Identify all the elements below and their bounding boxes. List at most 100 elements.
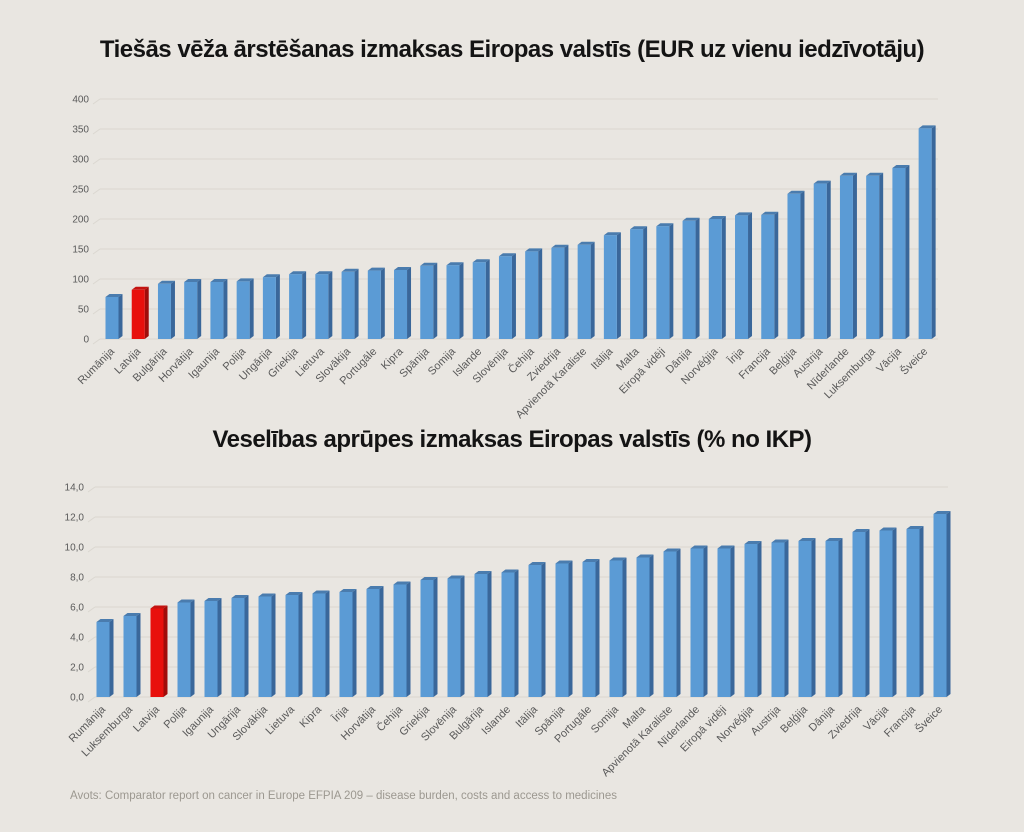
bar-Beļģija xyxy=(787,193,801,339)
bar-Šveice xyxy=(918,128,932,339)
bar-top-face xyxy=(551,244,569,248)
bar-top-face xyxy=(656,223,674,227)
bar-highlight-Latvija xyxy=(131,289,145,339)
cancer-cost-chart-title: Tiešās vēža ārstēšanas izmaksas Eiropas … xyxy=(99,36,925,63)
bar-top-face xyxy=(866,172,884,176)
bar-side-face xyxy=(170,280,175,339)
bar-side-face xyxy=(433,577,438,697)
bar-top-face xyxy=(630,226,648,230)
bar-Rumānija xyxy=(96,622,110,697)
bar-side-face xyxy=(328,271,333,339)
bar-side-face xyxy=(244,595,249,697)
bar-Horvātija xyxy=(184,282,198,339)
bar-side-face xyxy=(757,541,762,697)
bar-Malta xyxy=(630,229,644,339)
gridline-wall-edge xyxy=(92,248,101,255)
bar-top-face xyxy=(105,294,123,297)
y-tick-label: 250 xyxy=(72,185,89,196)
bar-side-face xyxy=(109,619,114,697)
bar-top-face xyxy=(312,590,330,594)
gridline-wall-edge xyxy=(92,98,101,105)
bar-Portugāle xyxy=(367,270,381,339)
bar-side-face xyxy=(298,592,303,697)
bar-top-face xyxy=(474,571,492,574)
x-category-label: Īrija xyxy=(726,345,748,367)
y-tick-label: 10,0 xyxy=(65,543,85,554)
health-expenditure-bar-chart: 0,02,04,06,08,010,012,014,0RumānijaLukse… xyxy=(65,483,951,779)
bar-top-face xyxy=(285,592,303,595)
bar-Šveice xyxy=(933,514,947,697)
x-category-label: Beļģija xyxy=(778,702,811,735)
bar-side-face xyxy=(302,271,307,339)
bar-Spānija xyxy=(420,265,434,339)
bar-Luksemburga xyxy=(866,175,880,339)
bar-side-face xyxy=(275,274,280,339)
bar-top-face xyxy=(879,527,897,531)
gridline-wall-edge xyxy=(92,158,101,165)
bar-Bulgārija xyxy=(157,283,171,339)
bar-Islande xyxy=(472,262,486,339)
bar-side-face xyxy=(514,569,519,697)
bar-side-face xyxy=(249,278,254,339)
y-tick-label: 150 xyxy=(72,245,89,256)
bar-side-face xyxy=(217,598,222,697)
bar-side-face xyxy=(406,581,411,697)
gridline-wall-edge xyxy=(87,486,96,493)
gridline-wall-edge xyxy=(87,546,96,553)
bar-top-face xyxy=(839,172,857,176)
bar-side-face xyxy=(730,545,735,697)
bar-side-face xyxy=(144,286,149,339)
bar-Čehija xyxy=(525,251,539,339)
bar-top-face xyxy=(690,545,708,549)
bar-side-face xyxy=(380,267,385,339)
x-category-label: Kipra xyxy=(297,703,324,730)
bar-Zviedrija xyxy=(551,247,565,339)
bar-top-face xyxy=(744,541,762,544)
bar-Malta xyxy=(636,557,650,697)
bar-top-face xyxy=(577,241,595,245)
gridline-wall-edge xyxy=(87,666,96,673)
bar-top-face xyxy=(501,569,519,573)
bar-side-face xyxy=(669,223,674,339)
bar-top-face xyxy=(210,279,228,282)
bar-side-face xyxy=(748,212,753,339)
bar-top-face xyxy=(231,595,249,598)
bar-side-face xyxy=(838,538,843,697)
bar-top-face xyxy=(525,248,543,252)
bar-top-face xyxy=(735,212,753,216)
gridline-wall-edge xyxy=(92,308,101,315)
bar-top-face xyxy=(420,262,438,266)
bar-side-face xyxy=(852,172,857,339)
bar-Griekija xyxy=(420,580,434,697)
bar-top-face xyxy=(258,593,276,597)
bar-Eiropā vidēji xyxy=(656,226,670,339)
bar-top-face xyxy=(177,599,195,603)
bar-Austrija xyxy=(813,183,827,339)
y-tick-label: 300 xyxy=(72,155,89,166)
bar-side-face xyxy=(865,529,870,697)
bar-side-face xyxy=(354,268,359,339)
bar-top-face xyxy=(236,278,254,282)
bar-Norvēģija xyxy=(744,544,758,697)
bar-top-face xyxy=(555,560,573,564)
bar-Dānija xyxy=(682,220,696,339)
bar-side-face xyxy=(649,554,654,697)
bar-side-face xyxy=(826,180,831,339)
bar-Francija xyxy=(761,214,775,339)
bar-top-face xyxy=(498,253,516,257)
bar-top-face xyxy=(933,511,951,514)
bar-Igaunija xyxy=(204,601,218,697)
x-category-label: Somija xyxy=(589,703,622,736)
bar-side-face xyxy=(676,548,681,697)
bar-side-face xyxy=(905,165,910,339)
bar-Kipra xyxy=(312,593,326,697)
gridline-wall-edge xyxy=(92,278,101,285)
y-tick-label: 350 xyxy=(72,125,89,136)
bar-top-face xyxy=(204,598,222,601)
bar-Itālija xyxy=(603,235,617,339)
y-tick-label: 50 xyxy=(78,305,90,316)
bar-side-face xyxy=(511,253,516,339)
bar-top-face xyxy=(447,575,465,579)
bar-Eiropā vidēji xyxy=(717,548,731,697)
bar-Slovēnija xyxy=(498,256,512,339)
